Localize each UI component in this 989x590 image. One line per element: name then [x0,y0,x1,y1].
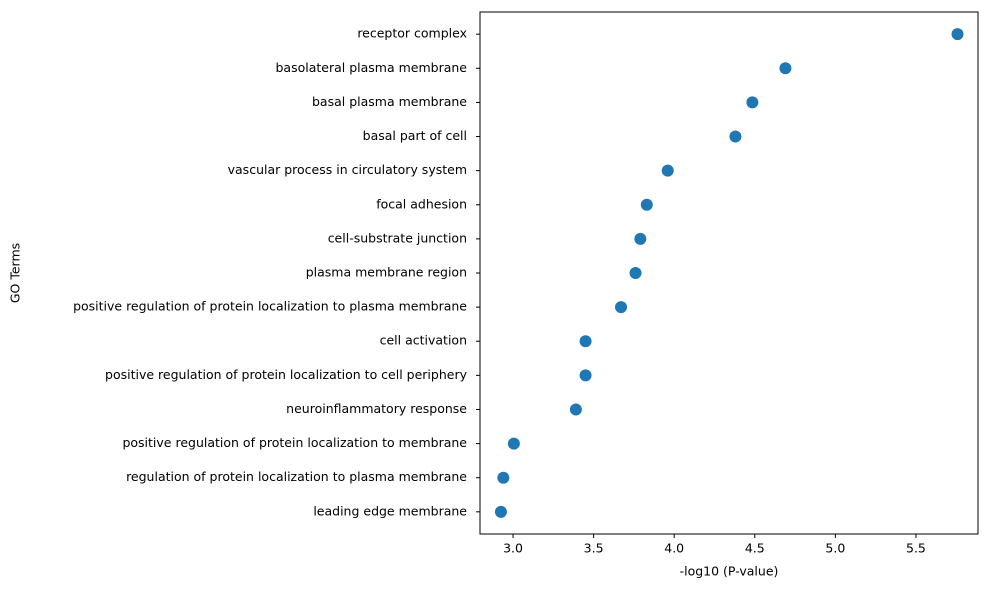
dot [729,130,742,143]
y-tick-label: basal plasma membrane [312,94,467,109]
y-tick-label: regulation of protein localization to pl… [126,469,467,484]
y-tick-label: vascular process in circulatory system [228,162,467,177]
dot [494,505,507,518]
y-tick-label: cell-substrate junction [328,230,467,245]
dot [661,164,674,177]
y-tick-label: basal part of cell [363,128,467,143]
x-tick-label: 5.5 [906,541,926,556]
dot [615,301,628,314]
y-tick-label: positive regulation of protein localizat… [105,367,468,382]
y-tick-label: cell activation [380,333,467,348]
dot [569,403,582,416]
y-tick-label: receptor complex [357,26,467,41]
dot [497,471,510,484]
dot [746,96,759,109]
y-tick-label: positive regulation of protein localizat… [73,299,467,314]
x-tick-label: 3.5 [584,541,604,556]
y-axis-label: GO Terms [8,243,23,303]
dot [629,267,642,279]
dot [779,62,792,75]
y-tick-label: plasma membrane region [306,265,467,280]
x-tick-label: 4.5 [745,541,765,556]
x-tick-label: 3.0 [503,541,523,556]
dot [579,335,592,348]
y-tick-label: basolateral plasma membrane [275,60,467,75]
x-axis-label: -log10 (P-value) [680,564,779,579]
dot [507,437,520,450]
y-tick-label: leading edge membrane [313,503,467,518]
x-tick-label: 5.0 [825,541,845,556]
y-tick-label: focal adhesion [376,196,467,211]
dot [634,232,647,245]
dot [951,28,964,41]
plot-frame [479,11,979,535]
dot [640,198,653,211]
x-tick-label: 4.0 [664,541,684,556]
y-tick-label: positive regulation of protein localizat… [122,435,467,450]
y-tick-label: neuroinflammatory response [286,401,467,416]
dot [579,369,592,382]
